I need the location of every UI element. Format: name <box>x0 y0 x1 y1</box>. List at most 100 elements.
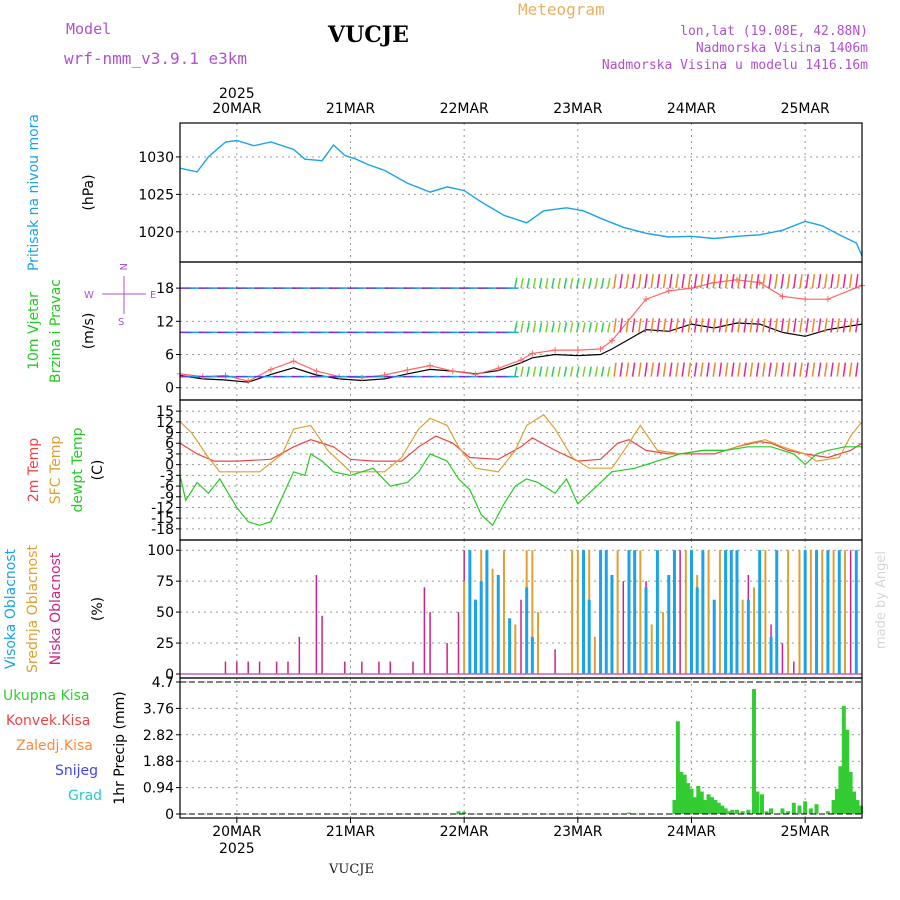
precip-legend-label: Ukupna Kisa <box>3 688 90 704</box>
series-2m-temp <box>179 435 863 462</box>
wind-barb <box>538 277 543 289</box>
wind-barb <box>675 274 679 289</box>
wind-barb <box>631 274 636 289</box>
wind-barb <box>526 322 530 333</box>
top-date-label: 20MAR <box>212 101 261 117</box>
wind-barb <box>613 274 617 289</box>
precip-bar <box>834 788 839 814</box>
wind-barb <box>613 318 617 333</box>
top-date-label: 24MAR <box>667 101 716 117</box>
precip-legend-label: Grad <box>68 788 102 804</box>
cloud-bar-low <box>298 636 301 674</box>
footer-station: VUCJE <box>329 862 374 877</box>
wind-barb <box>780 274 785 289</box>
precip-bar <box>746 809 751 814</box>
wind-barb <box>520 277 524 289</box>
precip-bar <box>689 788 694 814</box>
panel-ylabel: (hPa) <box>81 174 97 210</box>
wind-barb <box>811 362 816 377</box>
wind-barb <box>693 362 698 377</box>
series-dewpt-temp <box>179 446 862 527</box>
y-tick-label: -6 <box>160 479 174 495</box>
cloud-bar-high <box>485 550 489 674</box>
wind-barb <box>644 318 648 333</box>
wind-barb <box>638 362 642 377</box>
wind-barb <box>724 318 729 333</box>
cloud-bar-mid <box>491 568 494 674</box>
wind-barb <box>514 322 518 333</box>
cloud-bar-high <box>587 599 591 674</box>
wind-barb <box>706 274 710 289</box>
panel-ylabel: (m/s) <box>81 313 97 350</box>
wind-barb <box>706 318 710 333</box>
precip-bar <box>858 805 863 814</box>
cloud-bar-high <box>530 636 534 674</box>
wind-barb <box>607 366 611 377</box>
cloud-bar-high <box>701 550 705 674</box>
cloud-bar-mid <box>502 550 505 674</box>
panel-ylabel: Niska Oblacnost <box>48 552 64 665</box>
wind-barb <box>681 362 685 377</box>
lonlat: lon,lat (19.08E, 42.88N) <box>680 24 868 39</box>
bottom-date-label: 20MAR <box>212 824 261 840</box>
wind-barb <box>830 362 834 377</box>
cloud-bar-mid <box>753 587 756 674</box>
y-tick-label: 1025 <box>138 187 174 203</box>
precip-bar <box>713 799 718 814</box>
wind-barb <box>824 362 828 377</box>
wind-barb <box>755 318 760 333</box>
wind-barb <box>799 362 803 377</box>
panel-ylabel: (C) <box>90 460 106 481</box>
panel-precip: 0 0.94 1.88 2.82 3.76 4.7 <box>143 675 863 823</box>
cloud-bar-mid <box>463 581 466 674</box>
wind-barb <box>830 318 834 333</box>
wind-barb <box>774 274 778 289</box>
wind-barb <box>644 362 648 377</box>
precip-bar <box>831 799 836 814</box>
wind-barb <box>780 362 785 377</box>
wind-barb <box>848 274 853 289</box>
precip-bar <box>679 771 684 814</box>
wind-barb <box>842 362 847 377</box>
precip-bar <box>692 797 697 814</box>
cloud-bar-low <box>412 661 414 674</box>
cloud-bar-high <box>803 550 807 674</box>
cloud-bar-high <box>508 618 512 674</box>
wind-barb <box>737 318 741 333</box>
wind-barb <box>582 366 586 377</box>
panel-frame <box>179 677 863 819</box>
wind-barb <box>762 362 766 377</box>
panel-ylabel: (%) <box>90 597 106 621</box>
altitude: Nadmorska Visina 1406m <box>695 41 868 56</box>
panel-ylabel: 1hr Precip (mm) <box>112 691 128 804</box>
precip-bar <box>716 802 721 814</box>
cloud-bar-low <box>361 661 363 674</box>
cloud-bar-mid <box>616 550 619 674</box>
precip-bar <box>752 689 757 814</box>
y-tick-label: 12 <box>156 314 174 330</box>
cloud-bar-low <box>247 661 249 674</box>
precip-bar <box>723 808 728 814</box>
y-tick-label: 0 <box>165 458 174 474</box>
wind-barb <box>613 362 617 377</box>
app-title: Meteogram <box>518 0 605 19</box>
precip-bar <box>845 729 850 814</box>
wind-barb <box>681 274 685 289</box>
y-tick-label: -9 <box>160 490 174 506</box>
cloud-bar-high <box>815 550 819 674</box>
y-tick-label: -15 <box>151 511 174 527</box>
wind-barb <box>600 277 605 289</box>
cloud-bar-high <box>837 550 841 674</box>
cloud-bar-high <box>644 587 648 674</box>
cloud-bar-high <box>468 550 472 674</box>
wind-barb <box>700 318 704 333</box>
wind-barb <box>687 362 692 377</box>
wind-barb <box>551 277 555 289</box>
panel-ylabel: 2m Temp <box>26 438 42 502</box>
wind-barb <box>693 274 698 289</box>
precip-bar <box>808 808 813 814</box>
wind-barb <box>693 318 698 333</box>
precip-bar <box>841 705 846 814</box>
wind-barb <box>569 277 574 289</box>
wind-barb <box>662 362 667 377</box>
